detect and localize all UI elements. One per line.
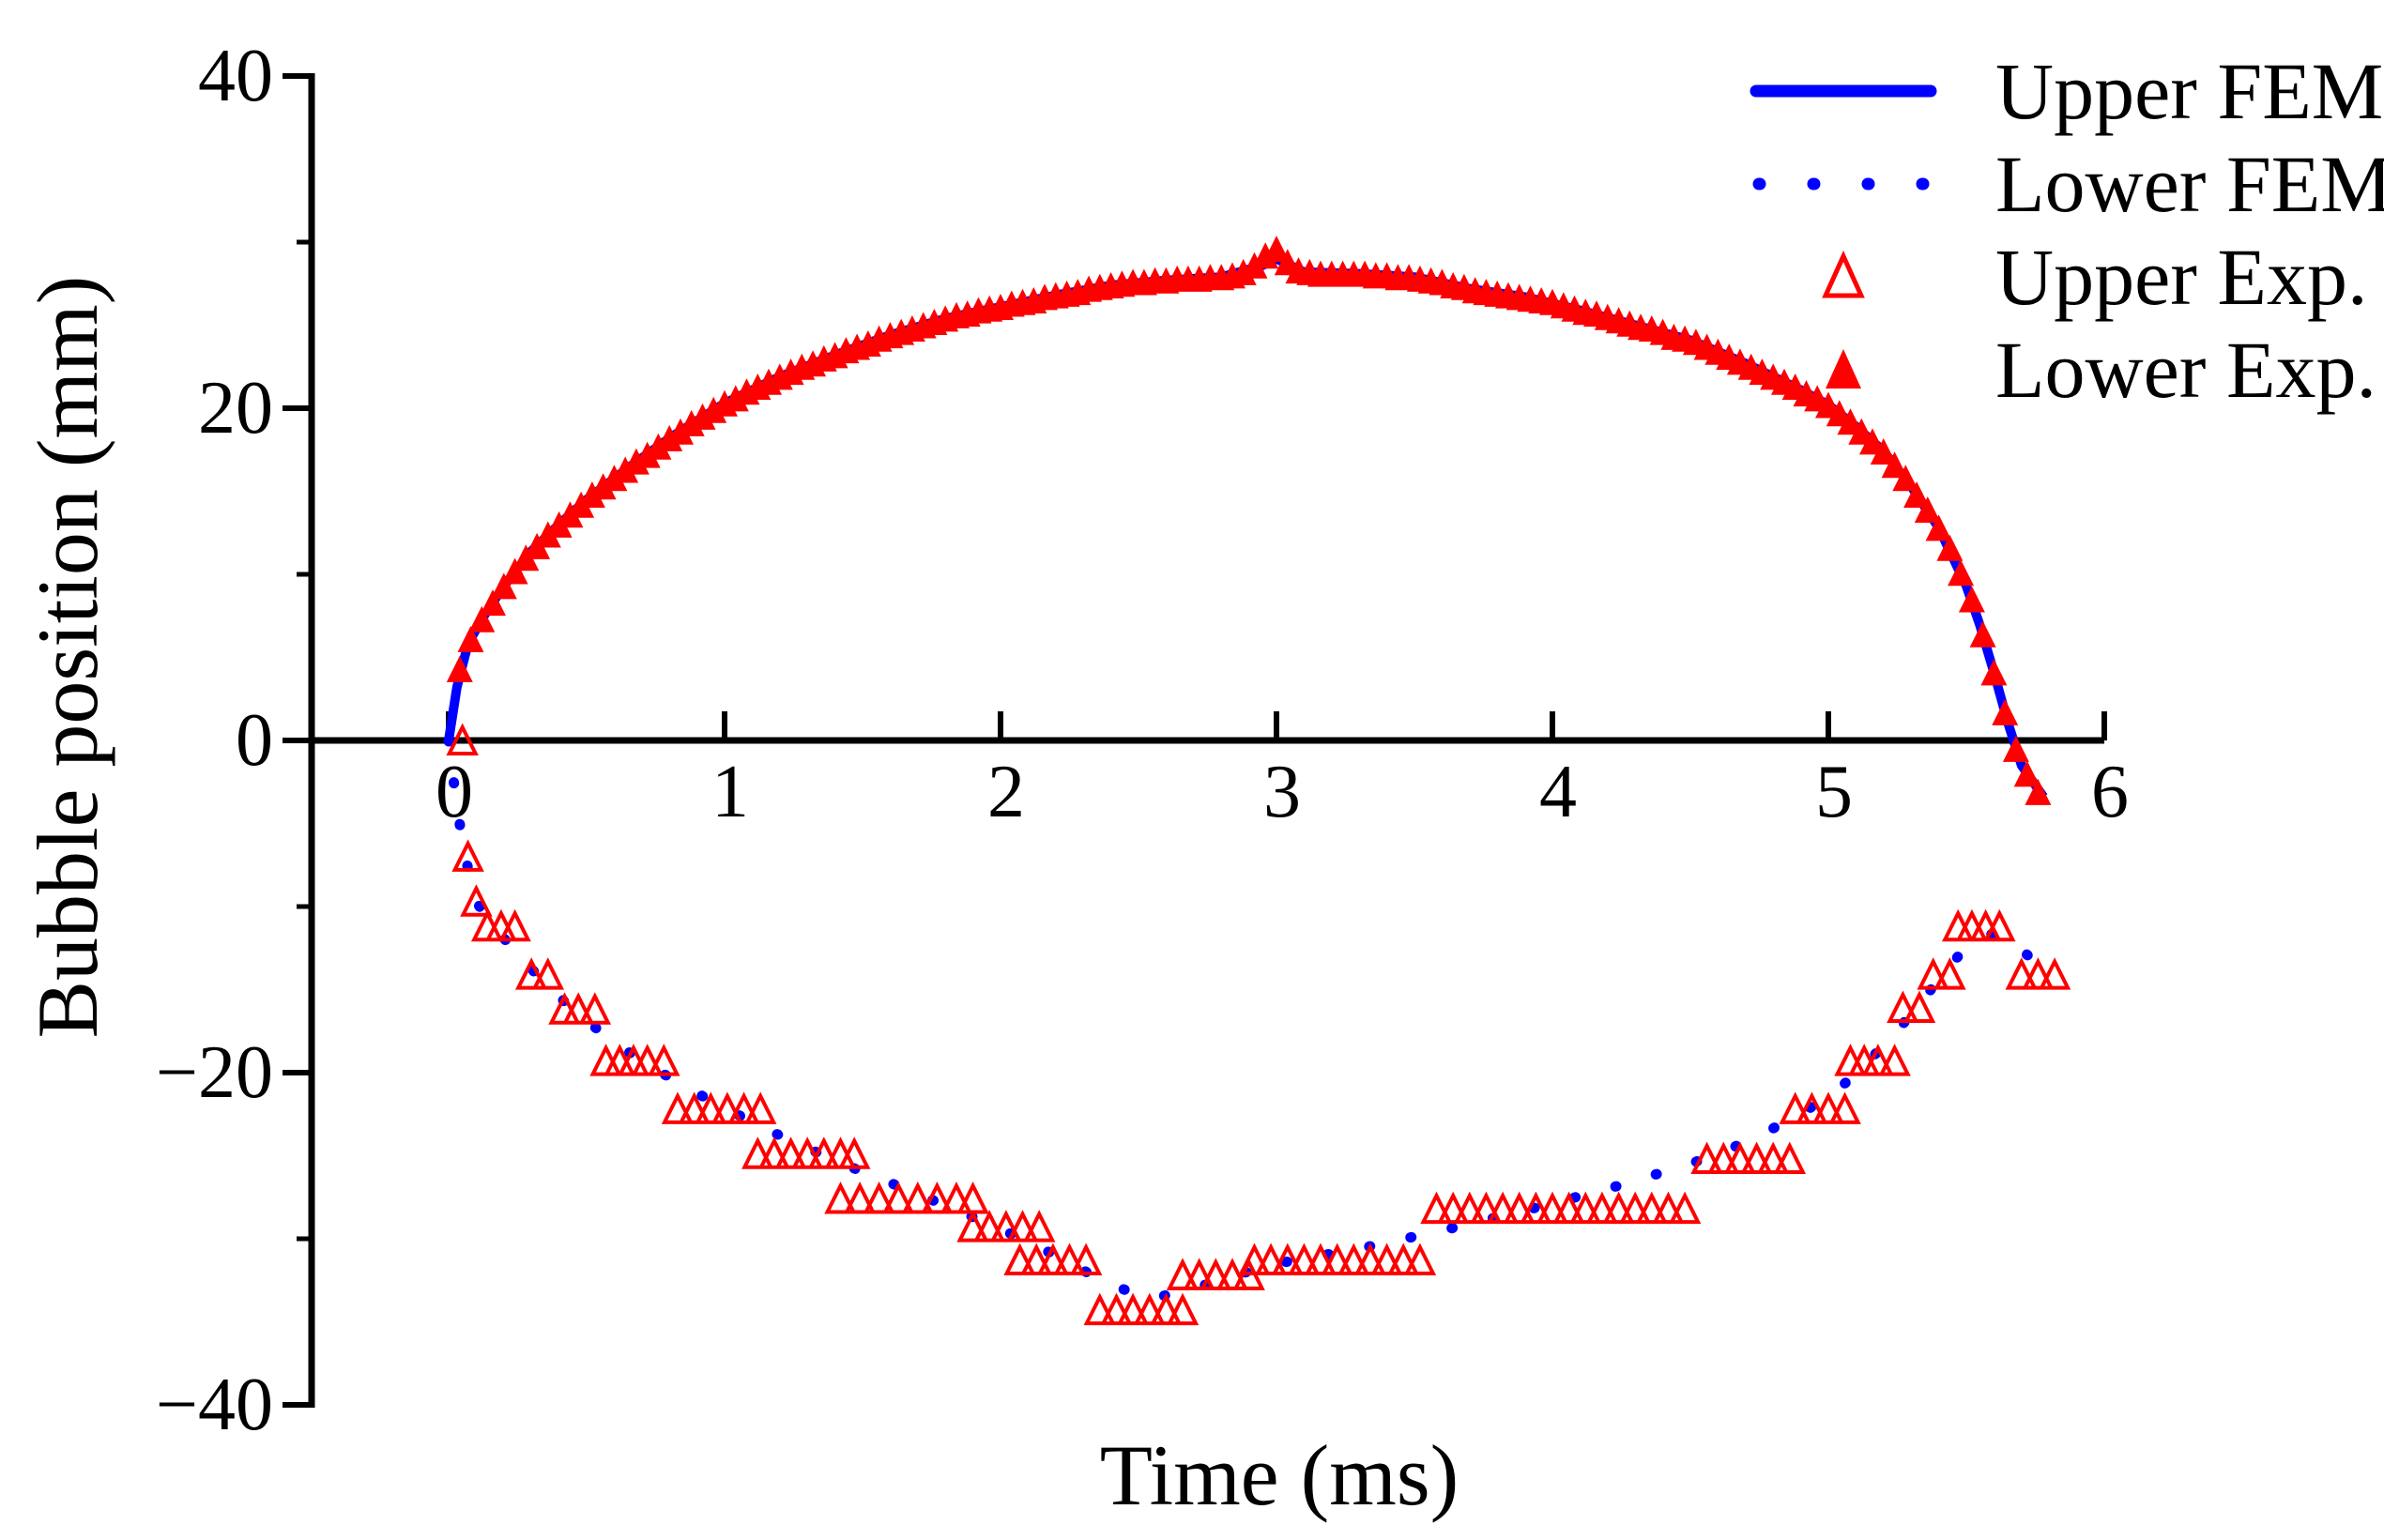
legend-sample-filled-triangle-icon [1826,349,1861,389]
upper-exp-markers [446,723,2071,1326]
x-tick-label-0: 0 [436,751,473,833]
legend-label-lower-exp: Lower Exp. [1995,325,2376,415]
x-tick-label-4: 4 [1539,751,1577,833]
y-tick-label-40: 40 [198,35,273,117]
lower-exp-markers [446,236,2052,805]
x-tick-label-2: 2 [987,751,1025,833]
y-axis-title: Bubble position (mm) [20,275,115,1039]
legend-label-upper-exp: Upper Exp. [1995,232,2368,322]
x-tick-label-6: 6 [2091,751,2129,833]
legend-label-lower-fem: Lower FEM [1995,139,2384,229]
upper-fem-line [444,253,2048,800]
x-tick-label-3: 3 [1263,751,1301,833]
lower-fem-line [443,735,2049,1304]
x-axis-title: Time (ms) [1099,1427,1459,1523]
legend-label-upper-fem: Upper FEM [1995,46,2384,136]
y-tick-label-0: 0 [236,699,273,782]
x-tick-label-5: 5 [1815,751,1853,833]
x-tick-label-1: 1 [711,751,749,833]
legend-sample-open-triangle-icon [1822,250,1865,298]
y-tick-label--20: −20 [155,1031,273,1114]
y-tick-label--40: −40 [155,1364,273,1446]
y-tick-label-20: 20 [198,367,273,450]
